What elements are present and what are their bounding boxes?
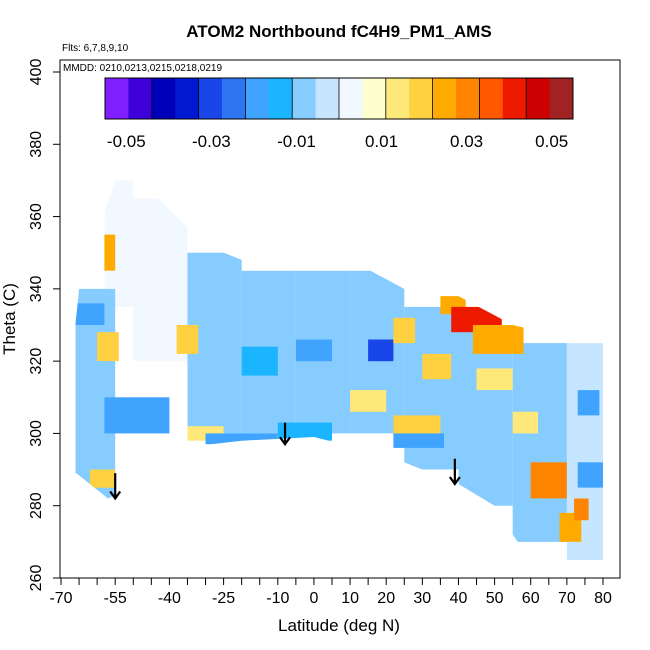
colorbar-swatch [292,78,317,119]
colorbar-tick-label: -0.01 [277,132,316,151]
colorbar-swatch [245,78,270,119]
heatmap-patch [577,390,600,416]
heatmap-patch [472,325,524,354]
heatmap-patch [97,332,119,362]
y-tick-label: 400 [28,59,45,86]
colorbar-swatch [339,78,363,119]
colorbar-swatch [315,78,340,119]
heatmap-patch [476,368,513,391]
y-tick-label: 360 [28,203,45,230]
colorbar-swatch [456,78,480,119]
heatmap-patch [368,339,394,362]
heatmap-patch [512,343,567,542]
x-axis-label: Latitude (deg N) [278,616,400,635]
colorbar-swatch [479,78,504,119]
x-tick-label: 70 [558,590,576,607]
down-arrow-marker [279,422,291,447]
x-tick-label: -25 [212,590,235,607]
heatmap-patch [295,339,332,362]
heatmap-patch [104,234,116,271]
x-tick-label: 30 [413,590,431,607]
y-tick-label: 300 [28,420,45,447]
colorbar-swatch [526,78,551,119]
heatmap-patch [393,415,441,434]
x-tick-label: 20 [377,590,395,607]
y-axis-label: Theta (C) [0,283,19,355]
colorbar-swatch [175,78,200,119]
x-tick-label: 80 [594,590,612,607]
colorbar-swatch [128,78,153,119]
colorbar-swatch [105,78,129,119]
x-tick-label: 0 [309,590,318,607]
colorbar-swatch [198,78,223,119]
heatmap-patch [176,325,199,354]
colorbar-tick-label: -0.05 [107,132,146,151]
x-tick-label: 60 [522,590,540,607]
heatmap-patch [350,390,387,412]
colorbar-swatch [268,78,293,119]
heatmap-patch [104,397,170,434]
dates-annotation: MMDD: 0210,0213,0215,0218,0219 [63,63,222,74]
chart-title: ATOM2 Northbound fC4H9_PM1_AMS [186,22,491,41]
heatmap-cells [75,180,603,560]
colorbar-swatch [409,78,434,119]
x-tick-label: -10 [266,590,289,607]
down-arrow-marker [448,458,461,486]
heatmap-patch [205,433,278,445]
x-tick-label: 40 [450,590,468,607]
arrow-markers [109,422,461,501]
colorbar-tick-label: 0.03 [450,132,483,151]
colorbar-swatch [362,78,387,119]
heatmap-patch [574,498,589,521]
flights-annotation: Flts: 6,7,8,9,10 [62,43,129,54]
x-tick-label: 50 [486,590,504,607]
heatmap-patch [277,422,332,441]
down-arrow-marker [109,473,122,501]
colorbar-swatch [222,78,246,119]
colorbar-frame [104,77,574,120]
y-tick-label: 340 [28,275,45,302]
heatmap-patch [577,462,603,488]
x-tick-label: -55 [104,590,127,607]
heatmap-patch [512,411,538,434]
colorbar-tick-label: 0.01 [365,132,398,151]
colorbar-swatch [502,78,527,119]
y-tick-label: 320 [28,348,45,375]
colorbar-tick-label: 0.05 [535,132,568,151]
heatmap-patch [393,317,416,344]
x-tick-label: -70 [49,590,72,607]
y-tick-label: 280 [28,492,45,519]
heatmap-patch [241,346,278,376]
x-tick-label: 10 [341,590,359,607]
heatmap-patch [422,353,452,380]
y-axis: 260 280 300 320 340 360 380 400 [28,59,60,592]
heatmap-patch [75,303,105,325]
y-tick-label: 260 [28,565,45,592]
colorbar-swatch [385,78,410,119]
heatmap-patch [89,469,116,488]
colorbar-tick-label: -0.03 [192,132,231,151]
heatmap-patch [393,433,444,448]
colorbar: -0.05 -0.03 -0.01 0.01 0.03 0.05 [104,77,574,151]
colorbar-swatch [432,78,457,119]
x-axis: -70 -55 -40 -25 -10 0 10 20 30 40 50 60 70 80 [49,578,612,607]
colorbar-swatch [549,78,574,119]
colorbar-swatch [151,78,176,119]
plot-frame [59,59,621,579]
y-tick-label: 380 [28,131,45,158]
heatmap-patch [530,462,567,499]
x-tick-label: -40 [158,590,181,607]
heatmap-area [75,180,603,560]
heatmap-patch [458,325,513,506]
